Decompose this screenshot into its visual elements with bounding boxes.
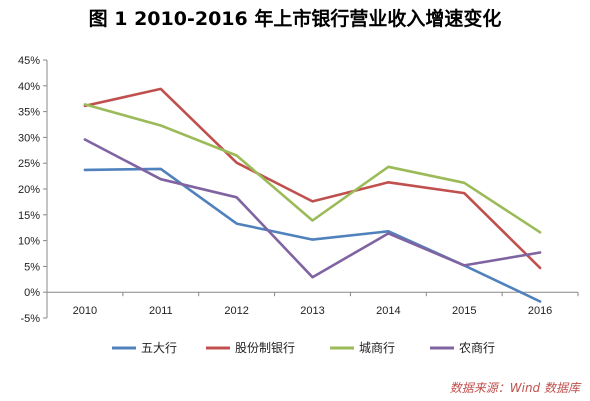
chart-title: 图 1 2010-2016 年上市银行营业收入增速变化 [88, 8, 502, 30]
series-line-2 [83, 87, 542, 270]
legend-label: 股份制银行 [235, 341, 295, 355]
series-line-4 [83, 138, 542, 279]
y-tick-label: -5% [20, 313, 40, 325]
series-layer [83, 87, 542, 303]
y-tick-label: 15% [18, 210, 40, 222]
y-tick-label: 30% [18, 132, 40, 144]
x-tick-label: 2011 [149, 305, 173, 317]
x-tick-label: 2015 [452, 305, 476, 317]
x-tick-label: 2013 [300, 305, 324, 317]
y-tick-label: 20% [18, 184, 40, 196]
x-tick-label: 2010 [73, 305, 97, 317]
y-tick-label: 5% [24, 261, 40, 273]
y-tick-label: 0% [24, 287, 40, 299]
y-tick-label: 45% [18, 55, 40, 67]
x-tick-label: 2012 [224, 305, 248, 317]
series-line-3 [83, 103, 542, 234]
y-tick-label: 10% [18, 236, 40, 248]
y-tick-label: 25% [18, 158, 40, 170]
axes: 45% 40% 35% 30% 25% 20% 15% 10% 5% 0% -5% 2010 2011 2… [18, 55, 579, 325]
legend-label: 城商行 [359, 340, 395, 355]
legend: 五大行 股份制银行 城商行 农商行 [112, 340, 495, 355]
x-tick-label: 2016 [528, 305, 552, 317]
x-tick-label: 2014 [376, 305, 400, 317]
y-tick-label: 40% [18, 81, 40, 93]
y-tick-label: 35% [18, 107, 40, 119]
legend-label: 五大行 [141, 341, 177, 355]
legend-label: 农商行 [459, 340, 495, 355]
source-note: 数据来源：Wind 数据库 [449, 381, 580, 395]
